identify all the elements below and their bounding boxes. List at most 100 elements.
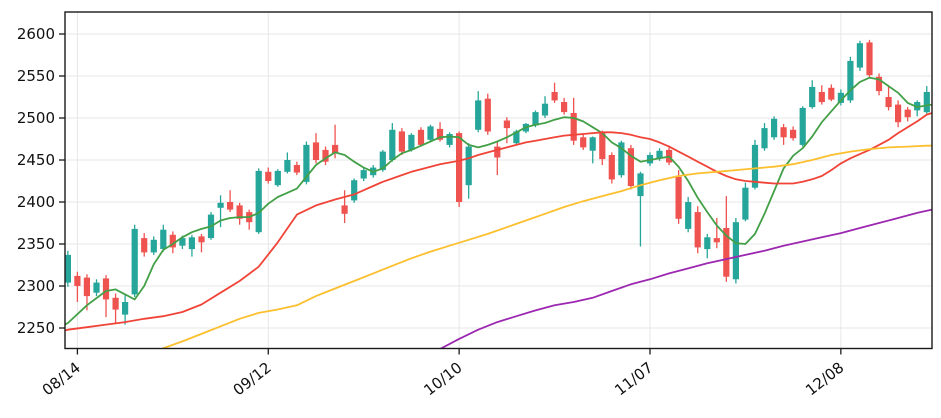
candle-body [608, 155, 615, 180]
candle-body [131, 228, 138, 295]
y-tick-label: 2400 [17, 193, 55, 211]
candle-body [580, 137, 587, 148]
y-tick-label: 2300 [17, 277, 55, 295]
y-tick-label: 2500 [17, 109, 55, 127]
y-gridlines [65, 33, 932, 329]
candle-body [360, 170, 367, 179]
ma-medium-line [65, 112, 932, 332]
candle-body [732, 222, 739, 280]
candle-body [284, 160, 291, 172]
candle-body [179, 238, 186, 246]
y-tick-label: 2550 [17, 67, 55, 85]
candle-body [160, 229, 167, 249]
y-tick-label: 2450 [17, 151, 55, 169]
x-tick-label: 11/07 [611, 358, 656, 399]
candle-body [312, 142, 320, 160]
candle-body [541, 103, 549, 116]
candle-body [65, 254, 71, 283]
candle-body [351, 180, 358, 201]
candle-body [856, 43, 863, 68]
candle-body [332, 144, 339, 154]
candle-body [379, 151, 386, 171]
candle-body [809, 86, 816, 108]
candle-body [790, 129, 797, 139]
candle-body [895, 104, 902, 123]
candle-body [694, 212, 701, 248]
candle-body [389, 129, 396, 160]
candle-body [589, 137, 596, 151]
candle-body [551, 92, 558, 101]
candle-body [341, 205, 348, 214]
candle-body [780, 127, 787, 138]
y-tick-label: 2350 [17, 235, 55, 253]
candle-body [713, 238, 720, 243]
candle-body [456, 133, 463, 202]
candle-body [685, 202, 692, 229]
candle-body [513, 131, 520, 144]
candle-body [923, 92, 930, 113]
candle-body [475, 100, 482, 130]
candle-body [618, 142, 625, 176]
candle-body [465, 146, 472, 186]
candle-body [303, 144, 310, 182]
candle-body [198, 236, 205, 243]
ma-slowest-line [439, 208, 932, 349]
candle-body [875, 76, 883, 92]
candle-body [484, 98, 491, 132]
candle-body [656, 150, 663, 159]
candle-body [828, 87, 835, 100]
candle-body [322, 149, 329, 162]
y-tick-label: 2600 [17, 25, 55, 43]
candle-body [83, 277, 90, 297]
candle-body [723, 228, 730, 277]
candle-body [751, 144, 759, 188]
x-tick-label: 08/14 [39, 358, 84, 399]
candle-body [188, 237, 195, 250]
candle-body [427, 126, 434, 140]
candle-body [274, 170, 281, 186]
candles-group [65, 39, 930, 325]
candle-body [904, 109, 911, 118]
candle-body [866, 42, 873, 76]
candle-body [74, 275, 81, 286]
candle-body [561, 102, 568, 113]
candle-body [417, 129, 425, 145]
candle-body [446, 134, 453, 145]
x-tick-label: 10/10 [420, 358, 465, 399]
candle-body [236, 205, 243, 219]
plot-border [64, 11, 933, 350]
candle-body [818, 92, 825, 103]
ma-fast-line [65, 76, 932, 326]
candle-body [627, 148, 634, 186]
candle-body [293, 165, 300, 173]
candle-body [93, 282, 100, 293]
candle-body [102, 278, 110, 300]
candle-body [150, 239, 157, 253]
candle-body [141, 238, 148, 253]
candle-body [169, 234, 176, 248]
candle-body [503, 120, 510, 129]
y-tick-label: 2250 [17, 319, 55, 337]
candle-body [599, 133, 606, 160]
x-tick-label: 12/08 [802, 358, 847, 399]
y-tick-labels: 2250 2300 2350 2400 2450 2500 2550 2600 [17, 25, 65, 337]
candle-body [265, 171, 272, 181]
candle-body [799, 107, 806, 145]
candle-body [408, 134, 415, 150]
ma-slow-line [162, 144, 932, 349]
candle-body [532, 112, 539, 126]
candle-body [112, 297, 119, 310]
candle-body [255, 170, 262, 233]
x-tick-labels: 08/14 09/12 10/10 11/07 12/08 [39, 348, 847, 399]
candle-body [122, 302, 129, 315]
candle-body [847, 60, 854, 101]
candle-body [742, 187, 749, 220]
candle-body [704, 237, 711, 250]
candle-body [398, 131, 405, 152]
candle-body [227, 202, 234, 210]
candle-body [436, 128, 444, 140]
candle-body [570, 113, 577, 141]
candle-body [885, 97, 892, 108]
